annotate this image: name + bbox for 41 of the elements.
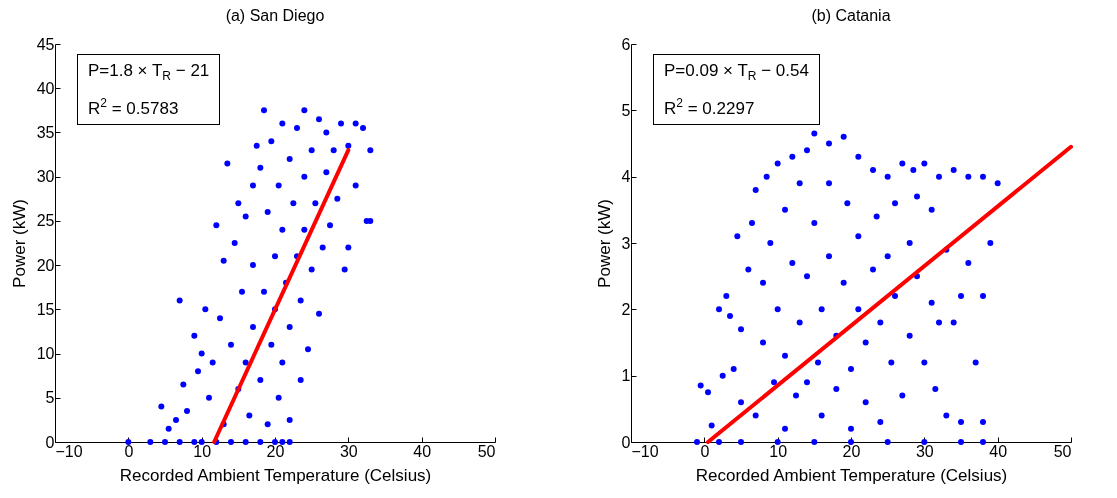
- annotation: R$^{2}$ = 0.5783: [88, 95, 180, 120]
- y-tick-label: 40: [36, 79, 55, 97]
- x-axis-title: Recorded Ambient Temperature (Celsius): [695, 465, 1008, 485]
- x-tick-label: 10: [193, 442, 212, 460]
- chart-title: (a) San Diego: [225, 7, 325, 24]
- x-axis-title: Recorded Ambient Temperature (Celsius): [119, 465, 432, 485]
- y-tick-label: 10: [36, 345, 55, 363]
- y-tick-label: 30: [36, 168, 55, 186]
- chart-title: (b) Catania: [811, 7, 891, 24]
- y-tick-label: 45: [36, 35, 55, 53]
- y-tick-label: 3: [621, 234, 631, 252]
- y-tick-label: 6: [621, 35, 631, 53]
- y-tick-label: 25: [36, 212, 55, 230]
- annotation: P=1.8 × T$_{R}$ − 21: [88, 59, 210, 86]
- x-tick-label: 50: [477, 442, 496, 460]
- y-tick-label: 15: [36, 300, 55, 318]
- x-tick-label: −10: [631, 442, 659, 460]
- y-axis-title: Power (kW): [9, 199, 29, 288]
- y-tick-label: 4: [621, 168, 631, 186]
- x-tick-label: 0: [700, 442, 710, 460]
- x-tick-label: 10: [769, 442, 788, 460]
- annotation: P=0.09 × T$_{R}$ − 0.54: [664, 59, 809, 86]
- x-tick-label: 40: [413, 442, 432, 460]
- equation-box: P=1.8 × T$_{R}$ − 21 R$^{2}$ = 0.5783: [77, 53, 221, 125]
- y-axis-title: Power (kW): [594, 199, 614, 288]
- y-tick-label: 1: [621, 367, 631, 385]
- x-tick-label: 20: [266, 442, 285, 460]
- x-tick-label: −10: [55, 442, 83, 460]
- x-tick-label: 0: [124, 442, 134, 460]
- x-tick-label: 50: [1053, 442, 1072, 460]
- equation-box: P=0.09 × T$_{R}$ − 0.54 R$^{2}$ = 0.2297: [653, 53, 820, 125]
- y-tick-label: 20: [36, 256, 55, 274]
- y-tick-label: 5: [621, 101, 631, 119]
- x-tick-label: 30: [915, 442, 934, 460]
- annotation: R$^{2}$ = 0.2297: [664, 95, 756, 120]
- y-tick-label: 35: [36, 123, 55, 141]
- y-tick-label: 5: [45, 389, 55, 407]
- y-tick-label: 2: [621, 300, 631, 318]
- x-tick-label: 30: [339, 442, 358, 460]
- x-tick-label: 20: [842, 442, 861, 460]
- x-tick-label: 40: [989, 442, 1008, 460]
